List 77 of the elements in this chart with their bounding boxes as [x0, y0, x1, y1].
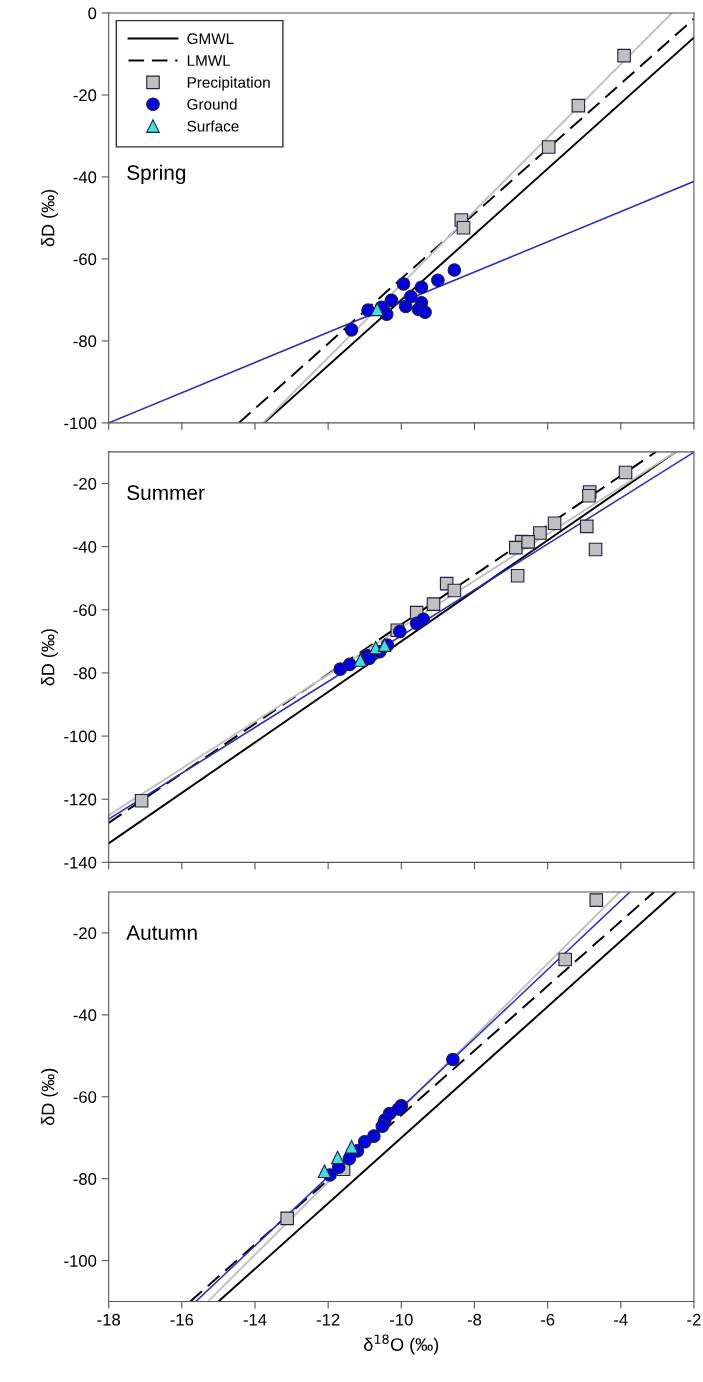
- y-tick-label: -80: [73, 667, 97, 680]
- point: [280, 1211, 294, 1226]
- x-tick-label: -18: [97, 1313, 120, 1326]
- point: [582, 488, 596, 503]
- x-tick-label: -6: [540, 1313, 555, 1326]
- legend-label: GMWL: [187, 33, 234, 45]
- point: [134, 793, 149, 808]
- y-tick-label: -20: [73, 477, 97, 490]
- legend-label: LMWL: [187, 55, 231, 66]
- point: [344, 323, 359, 337]
- point: [416, 612, 431, 627]
- point: [510, 568, 525, 583]
- point: [426, 597, 441, 611]
- point: [431, 273, 445, 288]
- x-tick-label: -10: [390, 1313, 413, 1326]
- point: [447, 583, 462, 598]
- point: [579, 519, 594, 534]
- y-tick-label: -20: [73, 89, 97, 102]
- legend-label: Precipitation: [187, 76, 270, 91]
- y-tick-label: -80: [73, 335, 97, 348]
- point: [456, 220, 471, 235]
- point: [418, 305, 432, 320]
- x-tick-label: -16: [170, 1313, 194, 1326]
- point: [447, 263, 462, 277]
- point: [375, 1119, 390, 1134]
- x-axis-title: δ$^{18}$O (‰): [364, 1334, 439, 1355]
- point: [588, 542, 603, 557]
- point: [547, 516, 562, 531]
- point: [589, 893, 604, 907]
- y-tick-label: -60: [73, 1091, 97, 1103]
- point: [353, 653, 368, 667]
- y-tick-label: -120: [64, 793, 97, 806]
- point: [404, 289, 418, 304]
- point: [446, 1052, 460, 1067]
- point: [558, 952, 572, 967]
- annotation: Spring: [127, 164, 186, 185]
- point: [571, 98, 586, 113]
- point: [396, 277, 411, 291]
- x-tick-label: -4: [614, 1313, 628, 1326]
- y-tick-label: -60: [73, 604, 97, 616]
- y-tick-label: -100: [64, 1255, 97, 1267]
- y-tick-label: -40: [73, 1009, 97, 1022]
- point: [521, 535, 536, 549]
- y-tick-label: 0: [88, 7, 97, 20]
- x-tick-label: -12: [316, 1313, 340, 1326]
- y-tick-label: -100: [64, 417, 97, 430]
- point: [618, 465, 633, 480]
- point: [317, 1164, 332, 1179]
- point: [508, 540, 523, 555]
- y-axis-title: δD (‰): [41, 189, 58, 247]
- point: [617, 48, 631, 63]
- point: [384, 293, 399, 308]
- annotation: Autumn: [126, 925, 197, 941]
- annotation: Summer: [127, 485, 205, 501]
- y-tick-label: -100: [64, 730, 97, 743]
- y-tick-label: -140: [64, 856, 97, 869]
- point: [414, 280, 429, 295]
- point: [370, 302, 384, 317]
- y-tick-label: -40: [73, 541, 97, 553]
- point: [398, 299, 413, 314]
- point: [342, 657, 357, 672]
- y-tick-label: -80: [73, 1173, 97, 1185]
- x-tick-label: -14: [243, 1313, 267, 1326]
- point: [330, 1150, 345, 1165]
- y-tick-label: -60: [73, 253, 97, 266]
- y-tick-label: -20: [73, 927, 97, 940]
- y-axis-title: δD (‰): [41, 629, 58, 686]
- x-tick-label: -8: [467, 1313, 482, 1326]
- y-axis-title: δD (‰): [41, 1068, 58, 1126]
- y-tick-label: -40: [73, 171, 97, 184]
- point: [541, 140, 556, 154]
- legend-label: Ground: [187, 98, 237, 110]
- legend-label: Surface: [187, 120, 239, 132]
- point: [344, 1139, 359, 1154]
- point: [357, 1135, 372, 1149]
- point: [533, 526, 547, 540]
- x-tick-label: -2: [687, 1313, 701, 1326]
